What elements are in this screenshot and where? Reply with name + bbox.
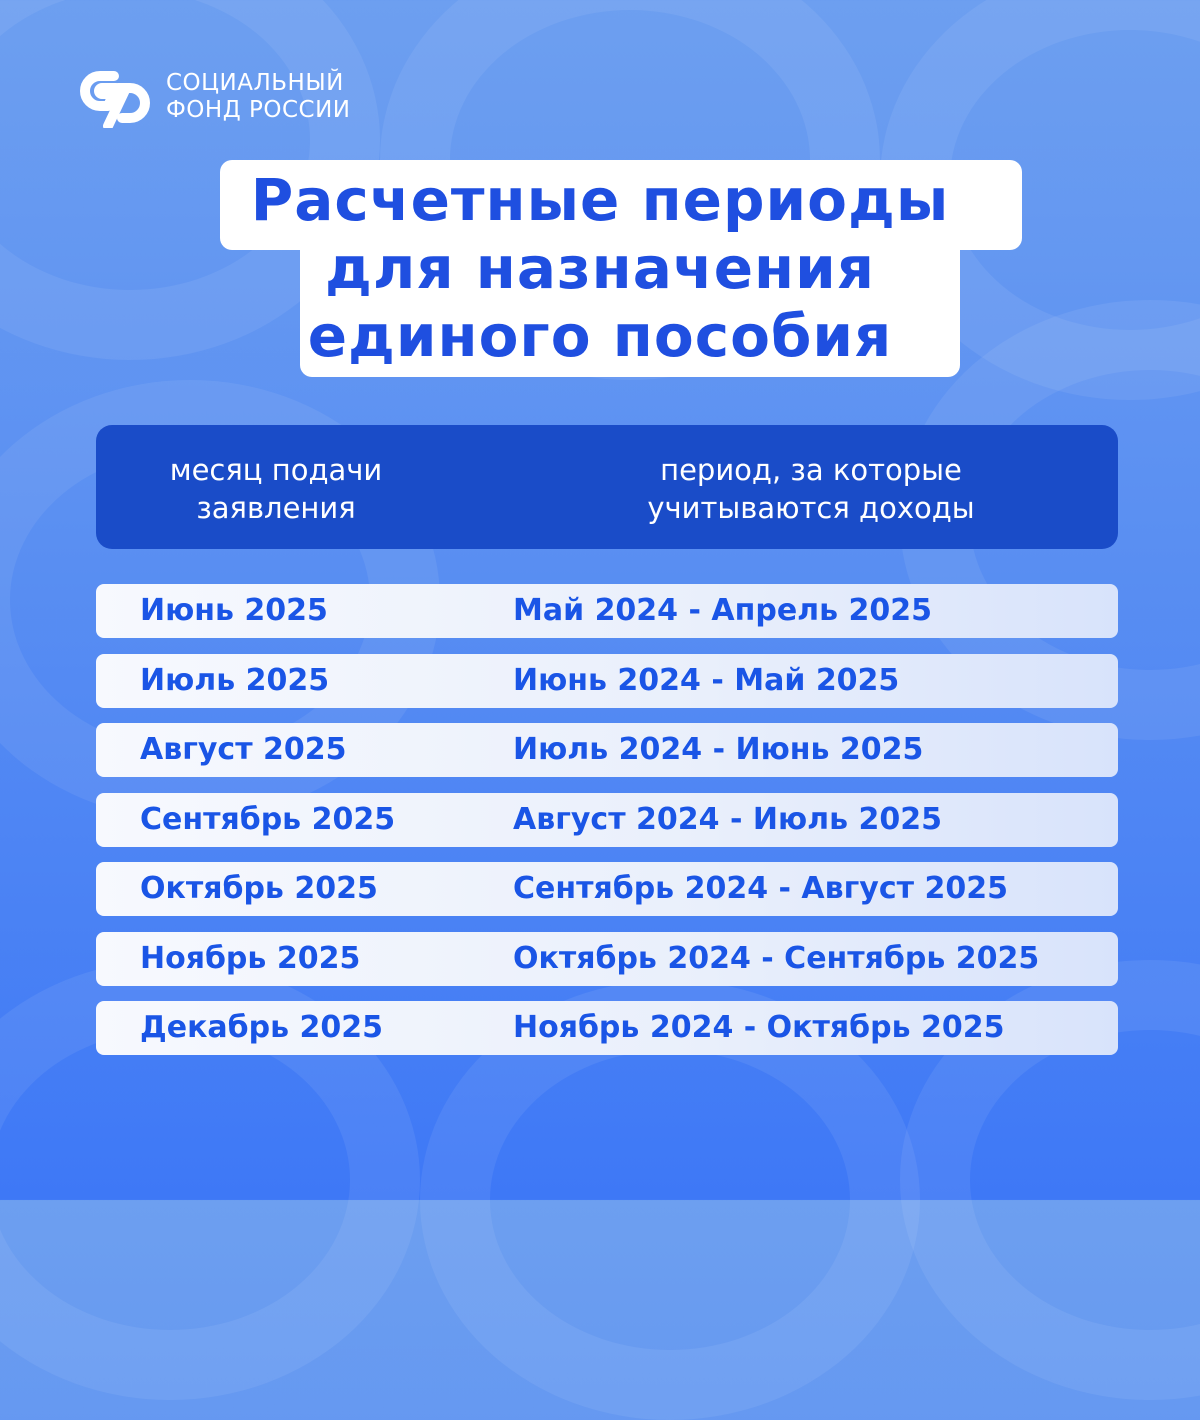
table-row: Август 2025 Июль 2024 - Июнь 2025 <box>96 723 1118 777</box>
month-cell: Декабрь 2025 <box>140 1010 384 1045</box>
table-row: Ноябрь 2025 Октябрь 2024 - Сентябрь 2025 <box>96 931 1118 986</box>
period-cell: Ноябрь 2024 - Октябрь 2025 <box>513 1010 1005 1045</box>
period-cell: Октябрь 2024 - Сентябрь 2025 <box>513 940 1040 976</box>
period-cell: Сентябрь 2024 - Август 2025 <box>513 871 1008 906</box>
title-box-bottom <box>300 238 960 377</box>
table-row: Июль 2025 Июнь 2024 - Май 2025 <box>96 653 1118 708</box>
table-row: Октябрь 2025 Сентябрь 2024 - Август 2025 <box>96 862 1118 916</box>
table-row: Июнь 2025 Май 2024 - Апрель 2025 <box>96 584 1118 638</box>
month-cell: Октябрь 2025 <box>140 871 378 906</box>
month-cell: Июнь 2025 <box>140 593 328 628</box>
period-cell: Июль 2024 - Июнь 2025 <box>513 732 924 767</box>
title-box-top <box>220 160 1022 250</box>
title-line: для назначения <box>325 234 875 302</box>
table-row: Сентябрь 2025 Август 2024 - Июль 2025 <box>96 792 1118 847</box>
period-cell: Май 2024 - Апрель 2025 <box>513 593 933 628</box>
logo-line2: ФОНД РОССИИ <box>166 97 351 123</box>
logo-line1: СОЦИАЛЬНЫЙ <box>166 70 344 96</box>
period-cell: Июнь 2024 - Май 2025 <box>513 662 900 698</box>
month-cell: Ноябрь 2025 <box>140 940 361 976</box>
period-cell: Август 2024 - Июль 2025 <box>513 801 943 837</box>
header-period: период, за которые учитываются доходы <box>647 453 975 525</box>
month-cell: Август 2025 <box>140 732 347 767</box>
logo: СОЦИАЛЬНЫЙ ФОНД РОССИИ <box>78 66 350 128</box>
title-line: единого пособия <box>307 302 893 370</box>
month-cell: Июль 2025 <box>140 662 330 698</box>
page-title: Расчетные периоды для назначения единого… <box>0 166 1200 370</box>
table-row: Декабрь 2025 Ноябрь 2024 - Октябрь 2025 <box>96 1001 1118 1055</box>
sfr-logo-icon <box>80 71 150 128</box>
title-line: Расчетные периоды <box>250 166 950 234</box>
month-cell: Сентябрь 2025 <box>140 801 396 837</box>
header-month: месяц подачи заявления <box>169 453 383 525</box>
table-header: месяц подачи заявления период, за которы… <box>96 425 1118 549</box>
